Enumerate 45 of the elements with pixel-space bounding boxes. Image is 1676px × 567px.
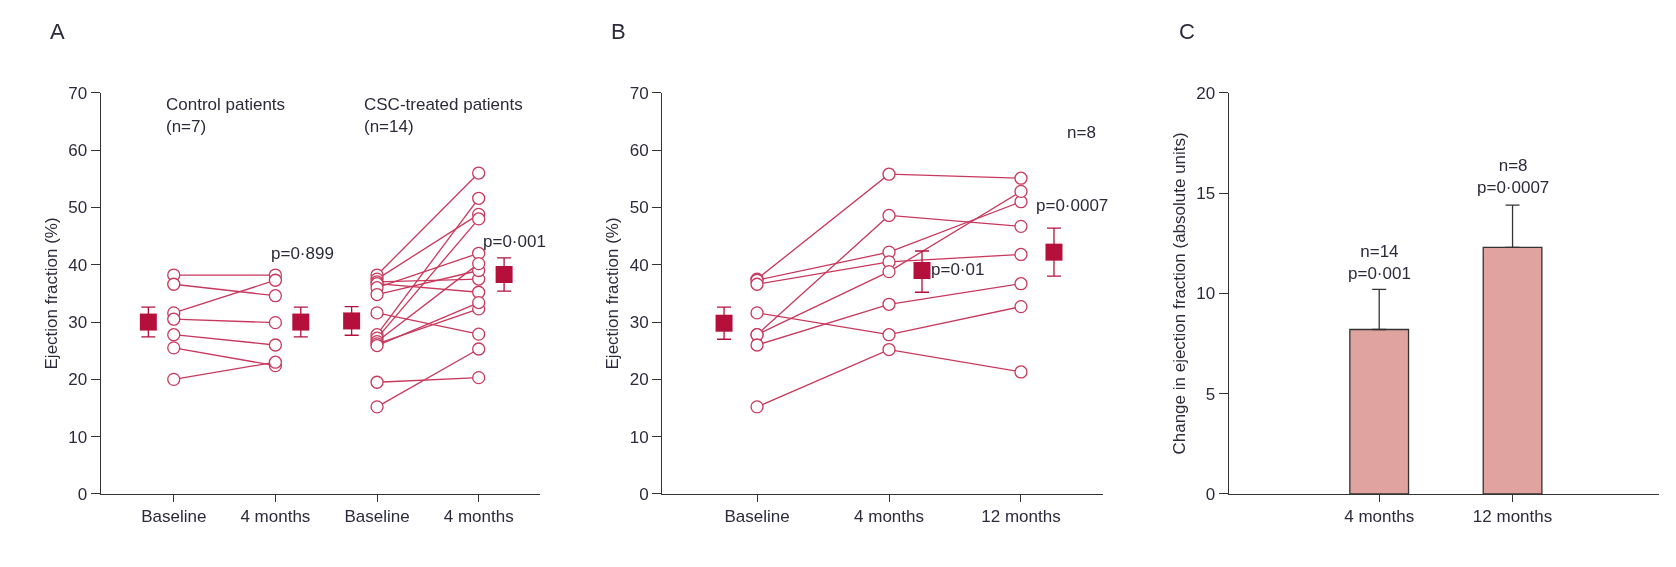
annotation: n=8 p=0·0007	[1477, 156, 1550, 198]
y-tick-label: 20	[1196, 83, 1216, 103]
y-tick-label: 50	[629, 198, 649, 218]
y-tick-label: 20	[629, 370, 649, 390]
y-tick-label: 70	[629, 83, 649, 103]
chart-title: A	[50, 19, 65, 44]
x-tick-label: 12 months	[1472, 507, 1553, 527]
y-tick-label: 60	[68, 141, 88, 161]
x-tick-label: 4 months	[854, 507, 924, 527]
x-tick-label: Baseline	[141, 507, 207, 527]
annotation: p=0·899	[271, 244, 334, 263]
x-tick-label: Baseline	[724, 507, 790, 527]
x-tick-label: Baseline	[344, 507, 410, 527]
y-tick-label: 40	[68, 255, 88, 275]
annotation: Control patients (n=7)	[166, 95, 286, 137]
y-tick-label: 10	[68, 427, 88, 447]
chart-title: B	[611, 19, 626, 44]
annotation: CSC-treated patients (n=14)	[364, 95, 523, 137]
x-tick-label: 12 months	[981, 507, 1061, 527]
y-axis-title: Ejection fraction (%)	[41, 217, 61, 370]
y-axis-title: Ejection fraction (%)	[603, 217, 623, 370]
y-tick-label: 0	[639, 484, 649, 504]
y-tick-label: 40	[629, 255, 649, 275]
annotation: n=8	[1067, 123, 1096, 142]
y-tick-label: 0	[1205, 484, 1216, 504]
y-tick-label: 10	[629, 427, 649, 447]
y-tick-label: 50	[68, 198, 88, 218]
annotation: p=0·01	[931, 260, 985, 279]
y-tick-label: 20	[68, 370, 88, 390]
y-tick-label: 15	[1196, 184, 1216, 204]
chart-title: C	[1179, 19, 1195, 44]
y-tick-label: 5	[1205, 384, 1216, 404]
y-tick-label: 60	[629, 141, 649, 161]
y-tick-label: 70	[68, 83, 88, 103]
annotation: n=14 p=0·001	[1348, 242, 1411, 284]
y-axis-title: Change in ejection fraction (absolute units)	[1169, 132, 1189, 455]
y-tick-label: 30	[68, 313, 88, 333]
x-tick-label: 4 months	[240, 507, 311, 527]
y-tick-label: 0	[77, 484, 88, 504]
annotation: p=0·0007	[1036, 196, 1109, 215]
x-tick-label: 4 months	[1344, 507, 1415, 527]
y-tick-label: 30	[629, 313, 649, 333]
y-tick-label: 10	[1196, 284, 1216, 304]
x-tick-label: 4 months	[443, 507, 514, 527]
annotation: p=0·001	[483, 232, 546, 251]
